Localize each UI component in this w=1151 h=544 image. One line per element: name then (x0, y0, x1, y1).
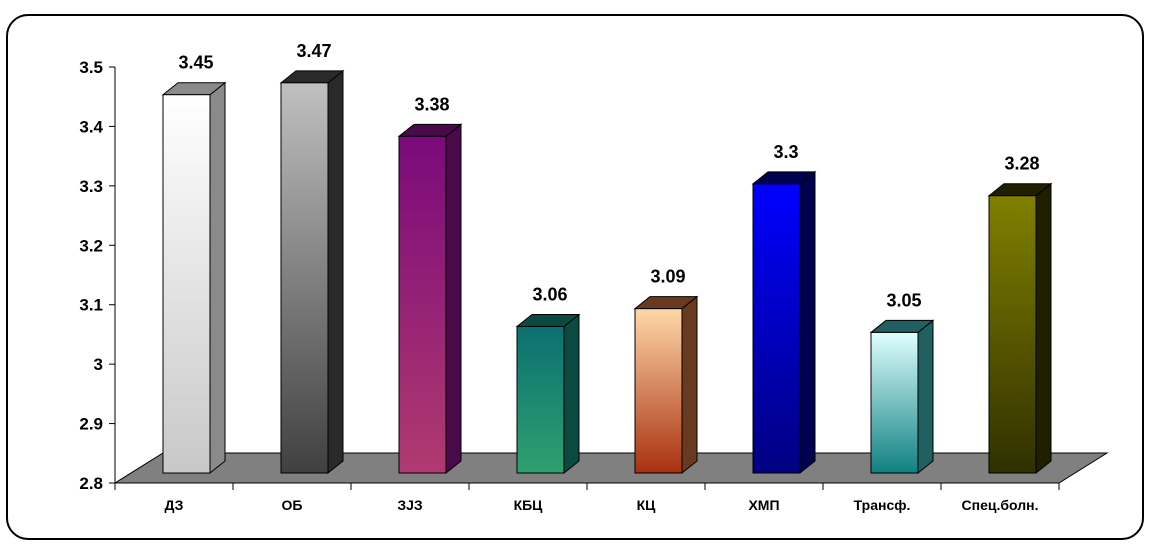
bar (279, 69, 345, 475)
x-axis: ДЗ ОБ ЗЈЗ КБЦ КЦ ХМП Трансф. Спец.болн. (114, 483, 1060, 513)
bar-front (516, 325, 565, 474)
bar (869, 319, 935, 475)
bar-side (681, 295, 698, 475)
x-tick-label: КБЦ (514, 497, 544, 513)
y-tick-label: 3 (94, 355, 103, 374)
bar (633, 295, 699, 475)
x-tick-label: Трансф. (854, 497, 911, 513)
y-tick-label: 2.8 (79, 474, 103, 493)
bar-side (799, 170, 816, 475)
x-tick-label: Спец.болн. (962, 497, 1039, 513)
data-label: 3.38 (414, 94, 449, 114)
x-tick-label: ДЗ (165, 497, 184, 513)
data-label: 3.06 (532, 284, 567, 304)
bar-front (634, 308, 683, 474)
y-tick-label: 3.5 (79, 58, 103, 77)
y-axis: 2.8 2.9 3 3.1 3.2 3.3 3.4 3.5 (79, 58, 1059, 493)
bars (161, 69, 1053, 475)
bar (515, 313, 581, 475)
x-tick-label: ОБ (282, 497, 303, 513)
bar (161, 81, 227, 475)
bar-side (445, 123, 462, 475)
data-label: 3.28 (1004, 154, 1039, 174)
data-labels: 3.45 3.47 3.38 3.06 3.09 3.3 3.05 3.28 (178, 41, 1039, 311)
bar-front (870, 331, 919, 474)
y-tick-label: 2.9 (79, 415, 103, 434)
bar-side (209, 81, 226, 475)
x-tick-label: КЦ (637, 497, 657, 513)
y-tick-label: 3.4 (79, 117, 103, 136)
y-tick-label: 3.3 (79, 177, 103, 196)
x-tick-label: ЗЈЗ (397, 497, 423, 513)
x-tick-label: ХМП (748, 497, 779, 513)
bar-front (752, 183, 801, 474)
data-label: 3.09 (650, 267, 685, 287)
bar-side (327, 69, 344, 475)
bar-side (917, 319, 934, 475)
chart-floor (113, 452, 1109, 484)
y-tick-label: 3.1 (79, 296, 103, 315)
data-label: 3.05 (886, 290, 921, 310)
bar-front (162, 94, 211, 474)
data-label: 3.45 (178, 53, 213, 73)
bar (751, 170, 817, 475)
bar (987, 182, 1053, 475)
data-label: 3.3 (773, 142, 798, 162)
bar-front (398, 135, 447, 474)
bar-side (563, 313, 580, 475)
bar-front (280, 82, 329, 474)
bar-side (1035, 182, 1052, 475)
bar-front (988, 195, 1037, 474)
bar (397, 123, 463, 475)
data-label: 3.47 (296, 41, 331, 61)
y-tick-label: 3.2 (79, 236, 103, 255)
chart-floor-plane (113, 452, 1109, 484)
